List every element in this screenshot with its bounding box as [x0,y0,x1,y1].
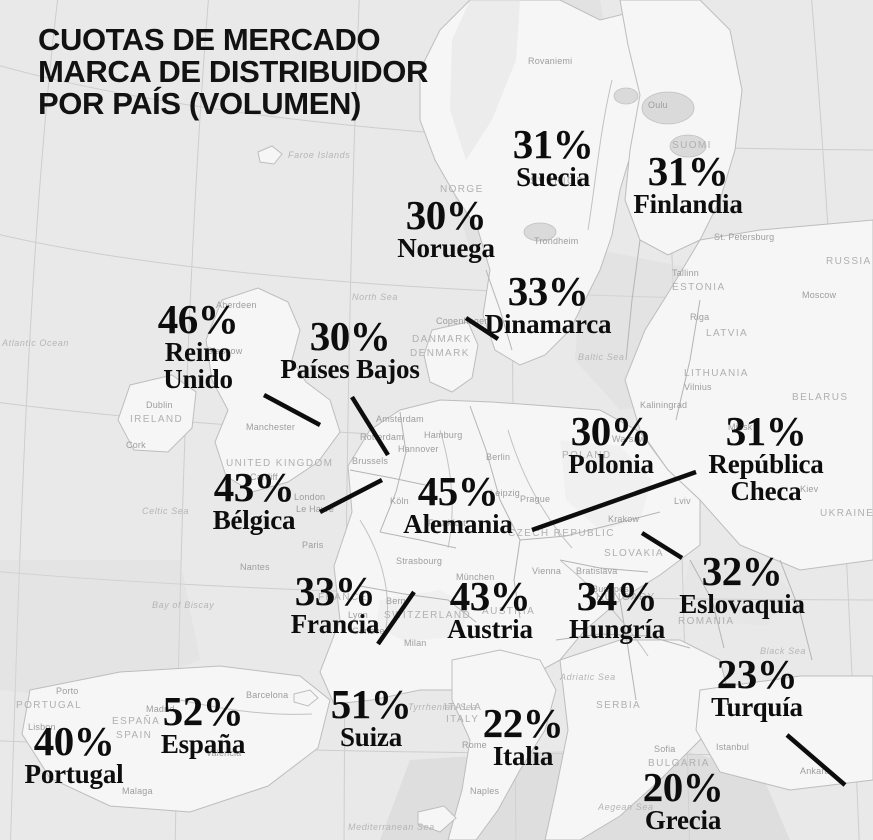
callout-eslovaquia: 32% Eslovaquia [668,548,816,620]
callout-value-paises-bajos: 30% [309,313,391,359]
callout-noruega: 30% Noruega [386,192,506,264]
callout-value-portugal: 40% [33,718,115,764]
callout-value-hungria: 34% [576,573,658,619]
callout-suiza: 51% Suiza [320,681,422,753]
callout-portugal: 40% Portugal [12,718,136,790]
callout-label-suiza: Suiza [339,722,403,753]
callout-grecia: 20% Grecia [628,764,738,836]
callout-value-reino-unido: 46% [157,296,239,342]
callout-value-polonia: 30% [570,408,652,454]
callout-value-suiza: 51% [330,681,412,727]
callout-value-eslovaquia: 32% [701,548,783,594]
callout-value-espana: 52% [162,688,244,734]
callout-label-alemania: Alemania [403,509,513,540]
callout-label-italia: Italia [492,741,554,772]
land-great-britain [205,287,341,493]
land-balkans [544,639,731,840]
land-italy [447,649,557,840]
callout-francia: 33% Francia [278,568,392,640]
callout-label-paises-bajos: Países Bajos [280,354,420,385]
callout-label-espana: España [160,729,246,760]
callout-value-alemania: 45% [417,468,499,514]
callout-italia: 22% Italia [474,700,572,772]
page-title: CUOTAS DE MERCADO MARCA DE DISTRIBUIDOR … [38,22,428,122]
callout-label-dinamarca: Dinamarca [484,309,612,340]
callout-label-francia: Francia [290,609,380,640]
callout-label-grecia: Grecia [644,805,722,836]
callout-value-republica-checa: 31% [725,408,807,454]
land-finland [619,0,743,256]
callout-value-belgica: 43% [213,464,295,510]
lakes [523,87,707,242]
callout-label-noruega: Noruega [397,233,495,264]
callout-hungria: 34% Hungría [556,573,678,645]
callout-dinamarca: 33% Dinamarca [474,268,622,340]
callout-austria: 43% Austria [434,573,546,645]
callout-label-austria: Austria [447,614,533,645]
callout-value-turquia: 23% [716,651,798,697]
callout-label-eslovaquia: Eslovaquia [679,589,805,620]
callout-turquia: 23% Turquía [694,651,820,723]
callout-belgica: 43% Bélgica [200,464,308,536]
callout-label-hungria: Hungría [568,614,666,645]
callout-label-belgica: Bélgica [212,505,296,536]
callout-label-suecia: Suecia [516,162,590,193]
callout-label-turquia: Turquía [711,692,803,723]
callout-suecia: 31% Suecia [498,121,608,193]
callout-value-grecia: 20% [642,764,724,810]
callout-alemania: 45% Alemania [388,468,528,540]
callout-value-finlandia: 31% [647,148,729,194]
callout-value-austria: 43% [449,573,531,619]
land-islands [257,145,457,833]
land-iberia [21,665,331,813]
callout-reino-unido: 46% Reino Unido [142,296,254,394]
callout-value-noruega: 30% [405,192,487,238]
callout-value-suecia: 31% [512,121,594,167]
callout-paises-bajos: 30% Países Bajos [274,313,426,385]
land-ireland [117,374,197,453]
callout-label-reino-unido: Reino Unido [163,337,233,394]
callout-label-republica-checa: República Checa [708,449,824,506]
callout-finlandia: 31% Finlandia [620,148,756,220]
callout-espana: 52% España [148,688,258,760]
callout-value-italia: 22% [482,700,564,746]
callout-label-polonia: Polonia [568,449,654,480]
callout-value-dinamarca: 33% [507,268,589,314]
callout-republica-checa: 31% República Checa [690,408,842,506]
callout-value-francia: 33% [294,568,376,614]
callout-label-finlandia: Finlandia [633,189,743,220]
callout-polonia: 30% Polonia [552,408,670,480]
callout-label-portugal: Portugal [24,759,124,790]
